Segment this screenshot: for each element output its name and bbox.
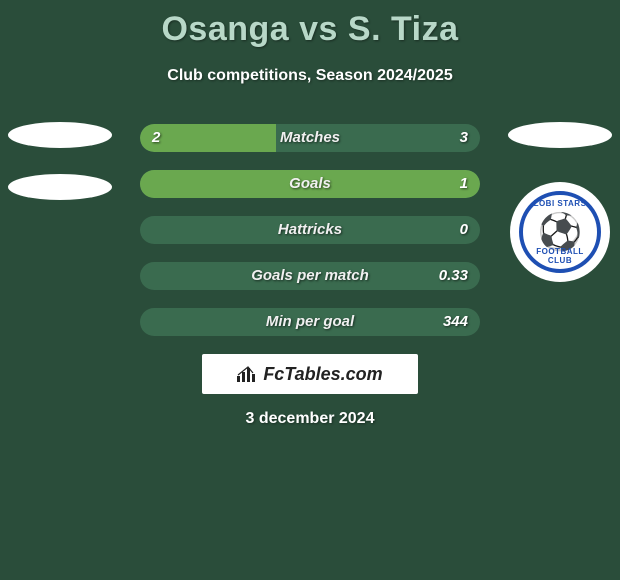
stat-label: Goals — [140, 170, 480, 198]
stat-label: Hattricks — [140, 216, 480, 244]
date-text: 3 december 2024 — [0, 410, 620, 428]
subtitle: Club competitions, Season 2024/2025 — [0, 67, 620, 85]
stats-container: 2Matches3 Goals1 Hattricks0 Goals per match… — [140, 124, 480, 354]
stat-label: Matches — [140, 124, 480, 152]
stat-right-value: 344 — [443, 308, 468, 336]
player-right-badge: LOBI STARS ⚽ FOOTBALL CLUB — [508, 122, 612, 282]
stat-row: 2Matches3 — [140, 124, 480, 152]
attribution-text: FcTables.com — [263, 364, 382, 385]
club-text-top: LOBI STARS — [523, 199, 597, 208]
soccer-ball-icon: ⚽ — [538, 214, 583, 250]
player-left-badge — [8, 122, 112, 200]
stat-right-value: 1 — [460, 170, 468, 198]
club-logo: LOBI STARS ⚽ FOOTBALL CLUB — [510, 182, 610, 282]
ellipse-placeholder — [508, 122, 612, 148]
attribution-badge: FcTables.com — [202, 354, 418, 394]
ellipse-placeholder — [8, 174, 112, 200]
club-logo-inner: LOBI STARS ⚽ FOOTBALL CLUB — [519, 191, 601, 273]
stat-label: Min per goal — [140, 308, 480, 336]
stat-row: Goals per match0.33 — [140, 262, 480, 290]
stat-row: Hattricks0 — [140, 216, 480, 244]
stat-row: Goals1 — [140, 170, 480, 198]
bars-icon — [237, 366, 257, 382]
stat-label: Goals per match — [140, 262, 480, 290]
stat-right-value: 3 — [460, 124, 468, 152]
stat-right-value: 0.33 — [439, 262, 468, 290]
stat-right-value: 0 — [460, 216, 468, 244]
club-text-bottom: FOOTBALL CLUB — [523, 247, 597, 265]
ellipse-placeholder — [8, 122, 112, 148]
page-title: Osanga vs S. Tiza — [0, 0, 620, 49]
stat-row: Min per goal344 — [140, 308, 480, 336]
